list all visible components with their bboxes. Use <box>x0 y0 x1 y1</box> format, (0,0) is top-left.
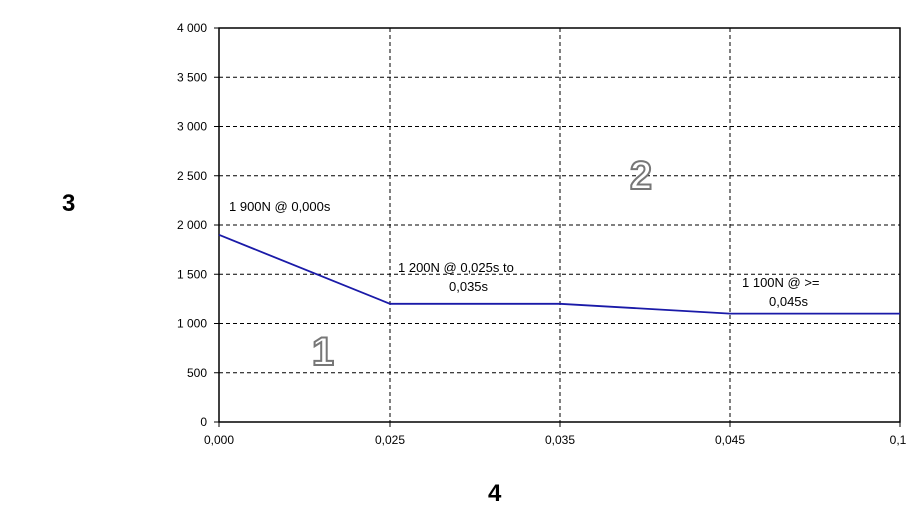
y-tick-label: 2 000 <box>177 218 207 232</box>
y-tick-label: 2 500 <box>177 169 207 183</box>
x-tick-label: 0,1 <box>890 433 907 447</box>
grid <box>219 28 900 422</box>
outer-label-x-side: 4 <box>488 480 502 507</box>
annotation-2-line-2: 0,035s <box>449 279 489 294</box>
series-line <box>218 234 900 315</box>
x-tick-label: 0,025 <box>375 433 405 447</box>
y-tick-label: 1 000 <box>177 317 207 331</box>
x-tick-label: 0,045 <box>715 433 745 447</box>
region-label-2: 2 <box>630 154 652 198</box>
x-tick-label: 0,000 <box>204 433 234 447</box>
annotation-3-line-2: 0,045s <box>769 294 809 309</box>
y-tick-label: 0 <box>200 415 207 429</box>
region-label-1: 1 <box>312 330 334 374</box>
outer-label-y-side: 3 <box>62 190 75 217</box>
annotation-1-line-1: 1 900N @ 0,000s <box>229 199 331 214</box>
y-tick-label: 500 <box>187 366 207 380</box>
annotation-2-line-1: 1 200N @ 0,025s to <box>398 260 514 275</box>
x-tick-label: 0,035 <box>545 433 575 447</box>
y-tick-label: 4 000 <box>177 21 207 35</box>
annotation-3-line-1: 1 100N @ >= <box>742 275 820 290</box>
x-axis-ticks: 0,000 0,025 0,035 0,045 0,1 <box>204 422 907 447</box>
y-axis-ticks: 0 500 1 000 1 500 2 000 2 500 3 000 3 500 4 000 <box>177 21 219 429</box>
y-tick-label: 3 000 <box>177 120 207 134</box>
y-tick-label: 3 500 <box>177 70 207 84</box>
y-tick-label: 1 500 <box>177 267 207 281</box>
series-layer <box>218 234 900 315</box>
